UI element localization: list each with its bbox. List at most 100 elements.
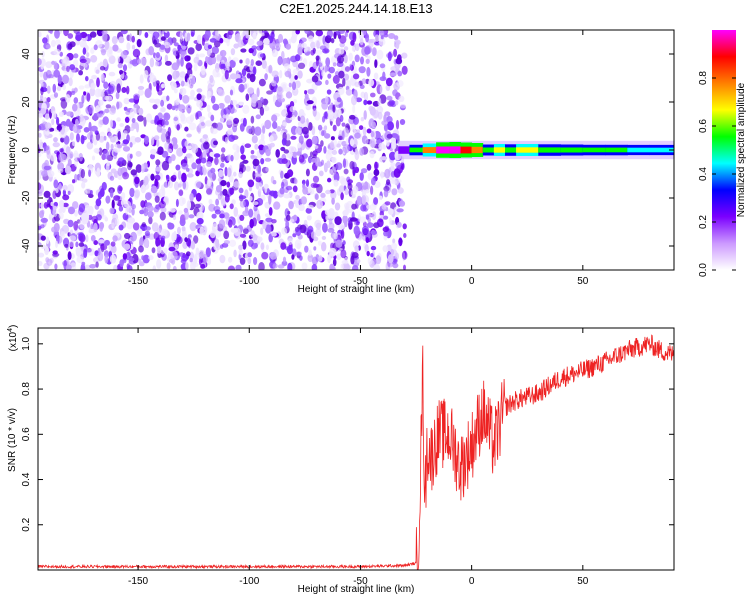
noise-cell [383, 123, 389, 132]
noise-cell [156, 181, 160, 190]
noise-cell [395, 100, 399, 106]
noise-cell [229, 73, 237, 80]
noise-cell [315, 49, 323, 55]
noise-cell [331, 150, 338, 155]
noise-cell [144, 230, 150, 237]
noise-cell [69, 241, 74, 248]
noise-cell [269, 252, 277, 260]
noise-cell [387, 262, 393, 268]
tick-label: -150 [128, 576, 148, 587]
noise-cell [247, 87, 255, 94]
noise-cell [245, 58, 250, 65]
noise-cell [109, 188, 114, 198]
noise-cell [254, 126, 262, 136]
noise-cell [223, 240, 230, 245]
noise-cell [216, 54, 222, 61]
noise-cell [137, 85, 145, 90]
noise-cell [38, 202, 41, 209]
noise-cell [153, 39, 158, 45]
noise-cell [279, 70, 283, 79]
noise-cell [336, 55, 345, 64]
noise-cell [397, 70, 403, 77]
noise-cell [139, 209, 145, 215]
signal-inner-segment [493, 147, 506, 153]
noise-cell [156, 83, 160, 92]
noise-cell [142, 177, 149, 185]
noise-cell [354, 245, 360, 253]
noise-cell [120, 30, 128, 35]
noise-cell [129, 153, 133, 159]
noise-cell [88, 193, 94, 198]
noise-cell [333, 232, 338, 240]
noise-cell [275, 149, 281, 158]
noise-cell [293, 178, 298, 185]
noise-cell [354, 148, 359, 155]
noise-cell [292, 185, 298, 193]
noise-cell [179, 87, 187, 96]
noise-cell [181, 172, 187, 183]
noise-cell [209, 231, 216, 239]
noise-cell [225, 61, 231, 69]
noise-cell [40, 201, 44, 210]
noise-cell [112, 44, 119, 52]
noise-cell [379, 85, 383, 94]
noise-cell [193, 62, 198, 72]
noise-cell [119, 123, 124, 127]
noise-cell [205, 120, 213, 127]
noise-cell [121, 87, 127, 93]
noise-cell [315, 222, 322, 230]
noise-cell [220, 162, 225, 168]
noise-cell [122, 139, 129, 145]
noise-cell [329, 169, 333, 175]
noise-cell [209, 151, 216, 157]
noise-cell [82, 63, 88, 68]
noise-cell [291, 81, 297, 91]
noise-cell [74, 158, 78, 167]
noise-cell [118, 36, 125, 44]
noise-cell [374, 34, 380, 42]
noise-cell [133, 93, 140, 100]
noise-cell [356, 259, 361, 264]
noise-cell [180, 80, 185, 87]
colorbar: 0.0 0.2 0.4 0.6 0.8 Normalized spectral ampl… [698, 30, 747, 277]
tick-label: -50 [353, 276, 368, 287]
noise-cell [368, 78, 375, 87]
noise-cell [288, 146, 296, 153]
noise-cell [118, 186, 123, 192]
noise-cell [220, 153, 226, 163]
noise-cell [178, 104, 186, 112]
noise-cell [361, 78, 367, 85]
noise-cell [249, 218, 254, 229]
noise-cell [262, 125, 266, 135]
noise-cell [117, 144, 122, 149]
noise-cell [265, 217, 273, 223]
noise-cell [327, 177, 332, 183]
noise-cell [295, 30, 300, 35]
noise-cell [352, 104, 356, 114]
noise-cell [271, 219, 277, 224]
noise-cell [330, 38, 335, 44]
signal-inner-segment [471, 146, 484, 154]
noise-cell [152, 104, 158, 110]
noise-cell [240, 154, 246, 160]
noise-cell [321, 235, 327, 240]
noise-cell [352, 265, 359, 270]
noise-cell [369, 204, 377, 211]
noise-cell [238, 171, 243, 179]
noise-cell [157, 89, 163, 96]
noise-cell [310, 231, 316, 239]
noise-cell [38, 191, 43, 197]
noise-cell [156, 139, 160, 147]
noise-cell [229, 59, 236, 68]
noise-cell [252, 201, 259, 206]
noise-cell [260, 158, 265, 165]
noise-cell [144, 88, 152, 99]
noise-cell [401, 52, 408, 59]
noise-cell [189, 155, 195, 164]
noise-cell [235, 78, 243, 84]
noise-cell [306, 100, 314, 105]
noise-cell [45, 61, 53, 69]
noise-cell [171, 105, 176, 111]
noise-cell [63, 30, 69, 37]
noise-cell [181, 226, 186, 232]
